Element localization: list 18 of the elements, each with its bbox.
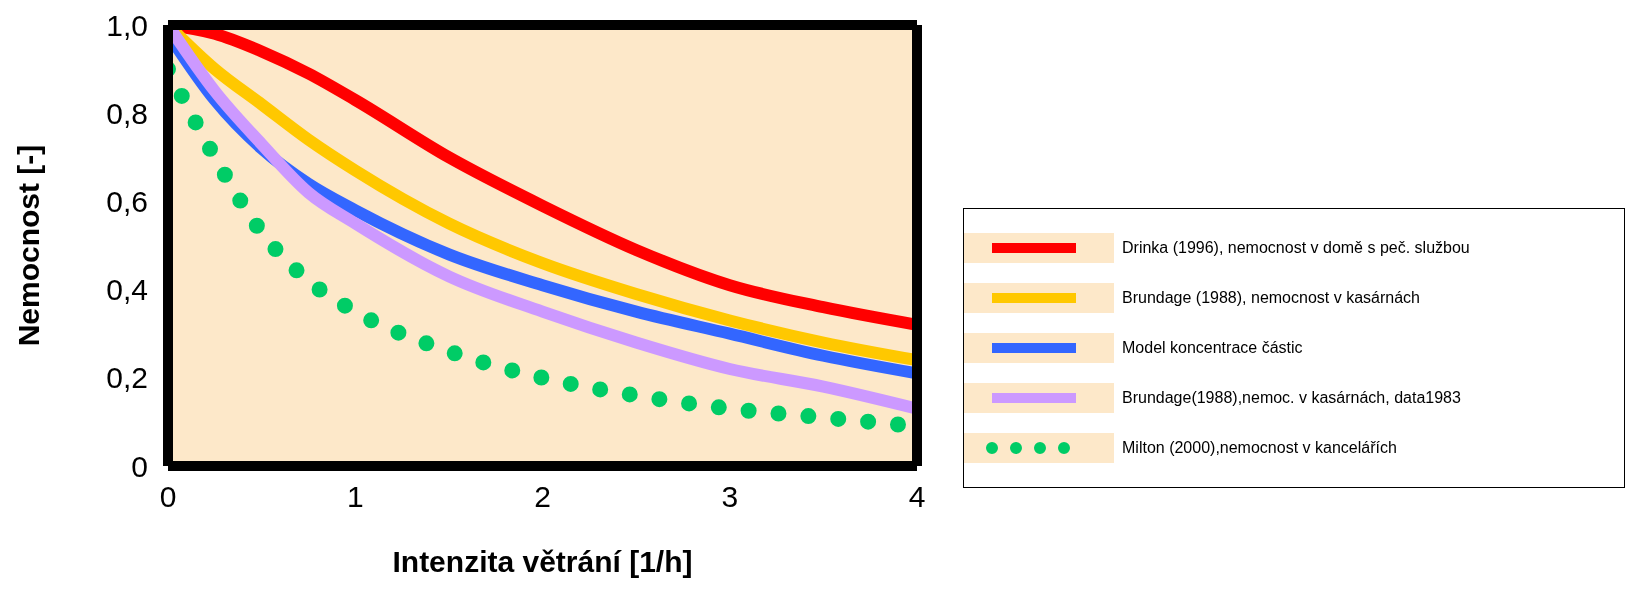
- y-tick-label: 0,2: [106, 361, 148, 395]
- text: Milton (2000),nemocnost v kancelářích: [1122, 439, 1397, 457]
- x-tick-label: 2: [534, 480, 551, 514]
- x-tick-label: 3: [721, 480, 739, 514]
- x-axis-title: Intenzita větrání [1/h]: [392, 545, 693, 578]
- y-tick-label: 0,6: [106, 185, 148, 219]
- x-tick-label: 1: [346, 480, 364, 514]
- y-axis-title: Nemocnost [-]: [11, 144, 45, 347]
- text: Drinka (1996), nemocnost v domě s peč. službou: [1122, 239, 1470, 257]
- text: Model koncentrace částic: [1122, 339, 1303, 357]
- x-tick-label: 4: [908, 480, 926, 514]
- y-tick-label: 0: [131, 449, 148, 483]
- y-tick-label: 1,0: [106, 8, 148, 42]
- y-tick-label: 0,4: [106, 273, 148, 307]
- text: Brundage (1988), nemocnost v kasárnách: [1122, 289, 1420, 307]
- y-tick-label: 0,8: [106, 96, 148, 130]
- text: Brundage(1988),nemoc. v kasárnách, data1983: [1122, 389, 1461, 407]
- x-tick-label: 0: [159, 480, 177, 514]
